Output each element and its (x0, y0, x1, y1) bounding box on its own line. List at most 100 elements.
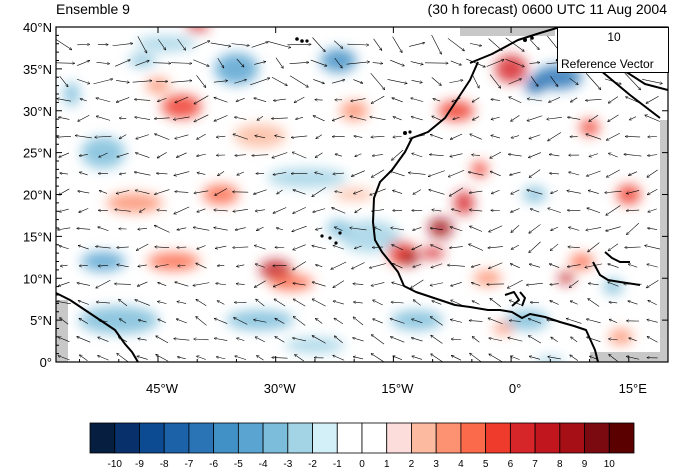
anomaly-region (284, 337, 345, 354)
wind-vector (393, 190, 403, 194)
wind-vector (353, 357, 364, 360)
wind-vector (57, 136, 71, 137)
wind-vector (370, 188, 386, 195)
colorbar-swatch (287, 422, 313, 454)
wind-vector (135, 60, 149, 66)
wind-vector (75, 135, 92, 139)
wind-vector (450, 320, 463, 323)
wind-vector (236, 284, 245, 285)
wind-vector (312, 187, 327, 196)
wind-vector (585, 73, 601, 89)
wind-vector (449, 80, 463, 84)
wind-vector (353, 302, 363, 303)
wind-vector (550, 301, 559, 305)
wind-vector (171, 81, 192, 83)
lat-tick-label: 5°N (30, 313, 52, 328)
wind-vector (355, 207, 362, 213)
anomaly-region (558, 272, 574, 285)
wind-vector (413, 300, 421, 306)
wind-vector (352, 262, 365, 269)
colorbar-swatch (213, 422, 239, 454)
wind-vector (371, 335, 385, 345)
anomaly-region (267, 167, 348, 188)
wind-vector (79, 318, 89, 324)
colorbar-swatch (534, 422, 561, 454)
wind-vector (647, 188, 658, 194)
wind-vector (96, 279, 111, 288)
wind-vector (332, 208, 346, 214)
wind-vector (257, 116, 264, 120)
wind-vector (354, 189, 363, 194)
wind-vector (447, 265, 465, 266)
wind-vector (447, 38, 465, 51)
wind-vector (216, 357, 226, 360)
wind-vector (449, 247, 463, 248)
wind-vector (293, 244, 306, 250)
wind-vector (214, 210, 228, 211)
colorbar-label: -6 (209, 459, 218, 470)
colorbar-label: 6 (508, 459, 514, 470)
wind-vector (413, 189, 422, 195)
colorbar-swatch (312, 422, 338, 454)
wind-vector (315, 265, 323, 267)
colorbar-label: 9 (582, 459, 588, 470)
lon-tick-label: 45°W (146, 381, 179, 396)
wind-vector (372, 154, 384, 156)
wind-vector (372, 247, 384, 248)
wind-vector (353, 317, 364, 326)
wind-vector (272, 357, 288, 358)
anomaly-region (63, 82, 80, 106)
anomaly-region (269, 274, 314, 291)
wind-vector (451, 300, 462, 306)
anomaly-field (63, 27, 641, 362)
wind-vector (505, 37, 524, 51)
wind-vector (469, 43, 482, 45)
wind-vector (548, 208, 561, 213)
wind-vector (255, 210, 265, 212)
colorbar-label: 10 (604, 459, 616, 470)
wind-vector (58, 117, 70, 120)
wind-vector (547, 117, 562, 119)
wind-vector (450, 227, 463, 232)
wind-vector (411, 338, 423, 342)
wind-vector (96, 62, 110, 63)
wind-vector (235, 227, 246, 230)
wind-vector (214, 97, 228, 103)
wind-vector (408, 173, 426, 175)
wind-vector (371, 282, 385, 285)
anomaly-region (569, 253, 594, 270)
wind-vector (586, 319, 601, 324)
wind-vector (99, 191, 108, 194)
wind-vector (174, 339, 190, 341)
wind-vector (491, 99, 500, 100)
wind-vector (56, 39, 72, 49)
wind-vector (197, 208, 206, 212)
wind-vector (152, 63, 171, 64)
wind-vector (132, 81, 152, 83)
wind-vector (250, 78, 270, 86)
wind-vector (197, 356, 206, 360)
wind-vector (310, 59, 327, 66)
wind-vector (529, 241, 541, 253)
wind-vector (157, 301, 167, 304)
wind-vector (154, 118, 170, 119)
lon-tick-label: 15°E (619, 381, 648, 396)
wind-vector (566, 318, 582, 324)
wind-vector (193, 227, 210, 231)
colorbar-swatch (163, 422, 190, 454)
wind-vector (411, 98, 424, 102)
wind-vector (256, 356, 264, 361)
wind-vector (453, 116, 460, 119)
colorbar-swatch (237, 422, 264, 454)
wind-vector (608, 153, 618, 158)
wind-vector (413, 227, 422, 230)
wind-vector (214, 318, 228, 324)
wind-vector (292, 338, 307, 342)
wind-vector (96, 246, 111, 249)
wind-vector (254, 280, 266, 288)
wind-vector (77, 228, 91, 229)
wind-vector (331, 261, 347, 269)
lat-tick-label: 10°N (23, 271, 52, 286)
wind-vector (393, 136, 402, 137)
wind-vector (254, 245, 266, 250)
